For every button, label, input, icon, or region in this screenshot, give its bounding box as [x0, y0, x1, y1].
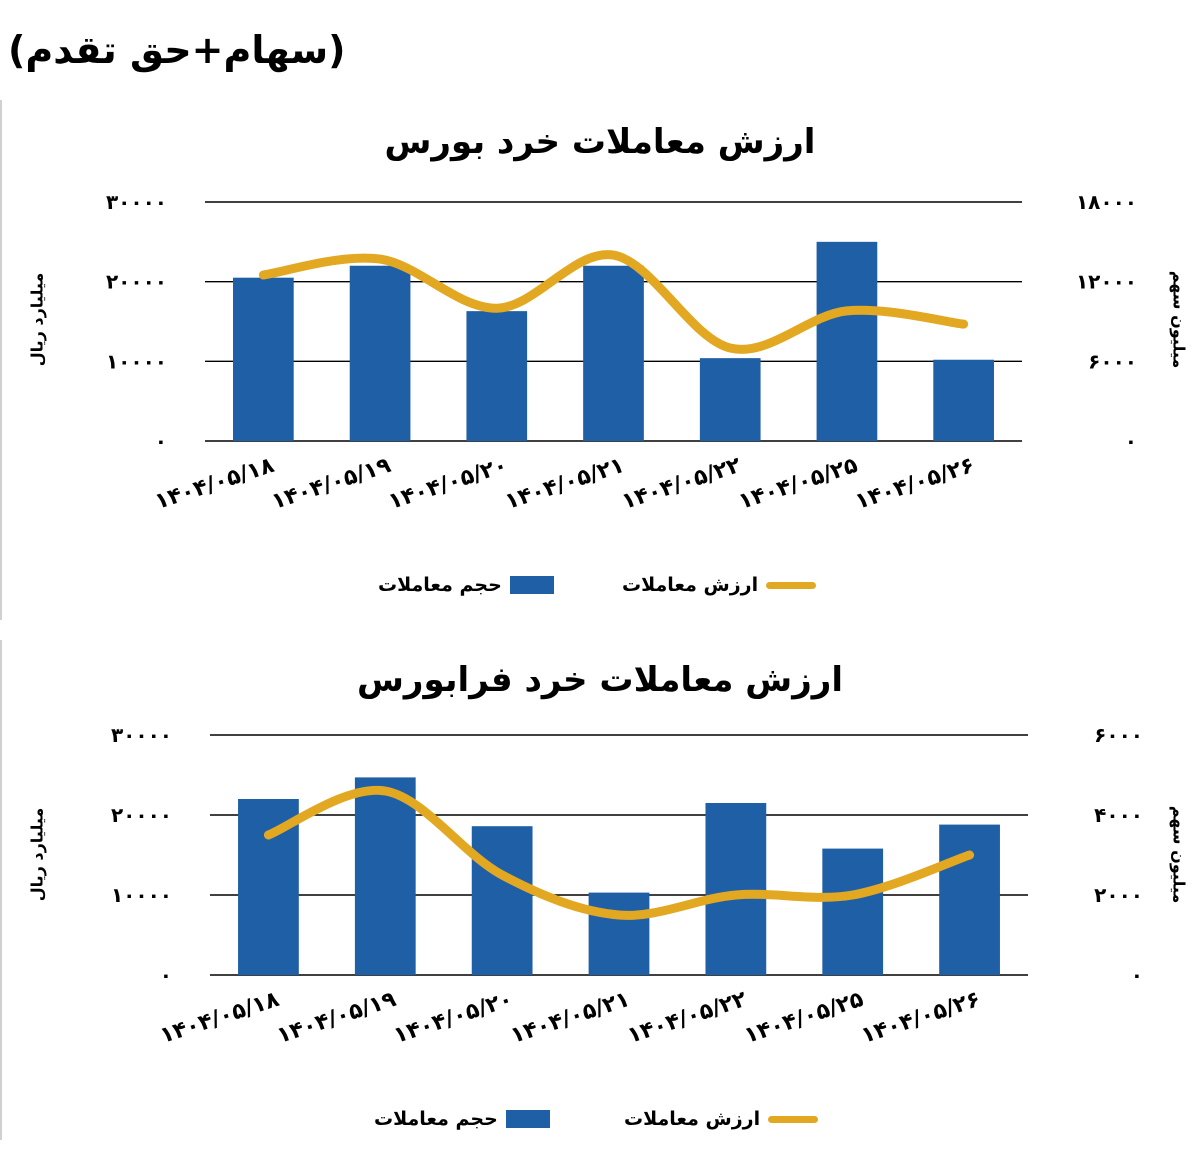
chart2-category-label: ۱۴۰۴/۰۵/۲۲ [625, 987, 751, 1049]
header-note: (سهام+حق تقدم) [8, 28, 346, 72]
chart2-legend-value: ارزش معاملات [624, 1108, 819, 1130]
chart1-legend-volume-swatch [509, 576, 554, 594]
chart2-legend-value-label: ارزش معاملات [624, 1108, 761, 1130]
chart2-category-label: ۱۴۰۴/۰۵/۲۶ [858, 987, 983, 1049]
chart1-bar [466, 311, 528, 441]
chart2-legend-value-swatch [768, 1115, 819, 1123]
chart2-bar [822, 848, 884, 975]
chart2-category-label: ۱۴۰۴/۰۵/۲۱ [508, 987, 633, 1049]
chart1-legend-volume-label: حجم معاملات [378, 574, 502, 596]
chart1-ytick-label: ۱۰۰۰۰ [106, 349, 167, 373]
chart2-bar [939, 824, 1000, 975]
chart1-y2tick-label: ۶۰۰۰ [1088, 349, 1137, 373]
chart2-y2tick-label: ۶۰۰۰ [1094, 723, 1143, 747]
chart1-y2tick-label: ۱۲۰۰۰ [1076, 270, 1137, 294]
chart1-ytick-label: ۲۰۰۰۰ [106, 270, 167, 294]
chart2-category-label: ۱۴۰۴/۰۵/۲۵ [741, 987, 866, 1049]
chart2-legend-volume-label: حجم معاملات [374, 1108, 498, 1130]
chart2-bar [705, 803, 767, 975]
chart2-ytick-label: ۱۰۰۰۰ [111, 883, 172, 907]
chart1-title: ارزش معاملات خرد بورس [384, 122, 816, 162]
chart1-legend-value-label: ارزش معاملات [622, 574, 759, 596]
chart1-bar [233, 277, 294, 441]
chart2-legend-volume: حجم معاملات [374, 1108, 550, 1130]
chart1-y2tick-label: ۰ [1125, 429, 1137, 453]
chart2-y2tick-label: ۴۰۰۰ [1094, 803, 1143, 827]
chart2-plot: ۰۱۰۰۰۰۲۰۰۰۰۳۰۰۰۰۰۲۰۰۰۴۰۰۰۶۰۰۰۱۴۰۴/۰۵/۱۸۱… [111, 723, 1143, 1049]
chart2-legend-volume-swatch [505, 1110, 550, 1128]
chart2-ytick-label: ۳۰۰۰۰ [111, 723, 172, 747]
chart1-value-line [258, 250, 969, 354]
chart2-category-label: ۱۴۰۴/۰۵/۱۸ [157, 987, 283, 1049]
chart1-bar [349, 265, 411, 441]
chart2-bar [471, 826, 533, 975]
chart2-y2tick-label: ۲۰۰۰ [1094, 883, 1143, 907]
chart2-ytick-label: ۲۰۰۰۰ [111, 803, 172, 827]
chart1-bar [816, 241, 878, 441]
chart2-title: ارزش معاملات خرد فرابورس [356, 660, 843, 700]
chart2-bar [588, 892, 650, 975]
chart1-ytick-label: ۳۰۰۰۰ [106, 190, 167, 214]
chart1-bar [933, 359, 994, 441]
chart2-value-line [263, 785, 975, 920]
chart1-plot: ۰۱۰۰۰۰۲۰۰۰۰۳۰۰۰۰۰۶۰۰۰۱۲۰۰۰۱۸۰۰۰۱۴۰۴/۰۵/۱… [106, 190, 1137, 515]
chart2-ytick-label: ۰ [160, 963, 172, 987]
chart2-y2tick-label: ۰ [1131, 963, 1143, 987]
chart1-y2tick-label: ۱۸۰۰۰ [1076, 190, 1137, 214]
chart1-bar [583, 265, 644, 441]
chart1-legend-value: ارزش معاملات [622, 574, 817, 596]
chart1-ytick-label: ۰ [155, 429, 167, 453]
chart1-legend-volume: حجم معاملات [378, 574, 554, 596]
chart2-bar [354, 777, 416, 975]
chart2-category-label: ۱۴۰۴/۰۵/۲۰ [391, 987, 516, 1049]
chart2-category-label: ۱۴۰۴/۰۵/۱۹ [274, 987, 399, 1049]
panel-divider-bottom [0, 640, 2, 1140]
chart1-bar [699, 358, 761, 441]
chart1-legend-value-swatch [766, 581, 817, 589]
panel-divider-top [0, 100, 2, 620]
